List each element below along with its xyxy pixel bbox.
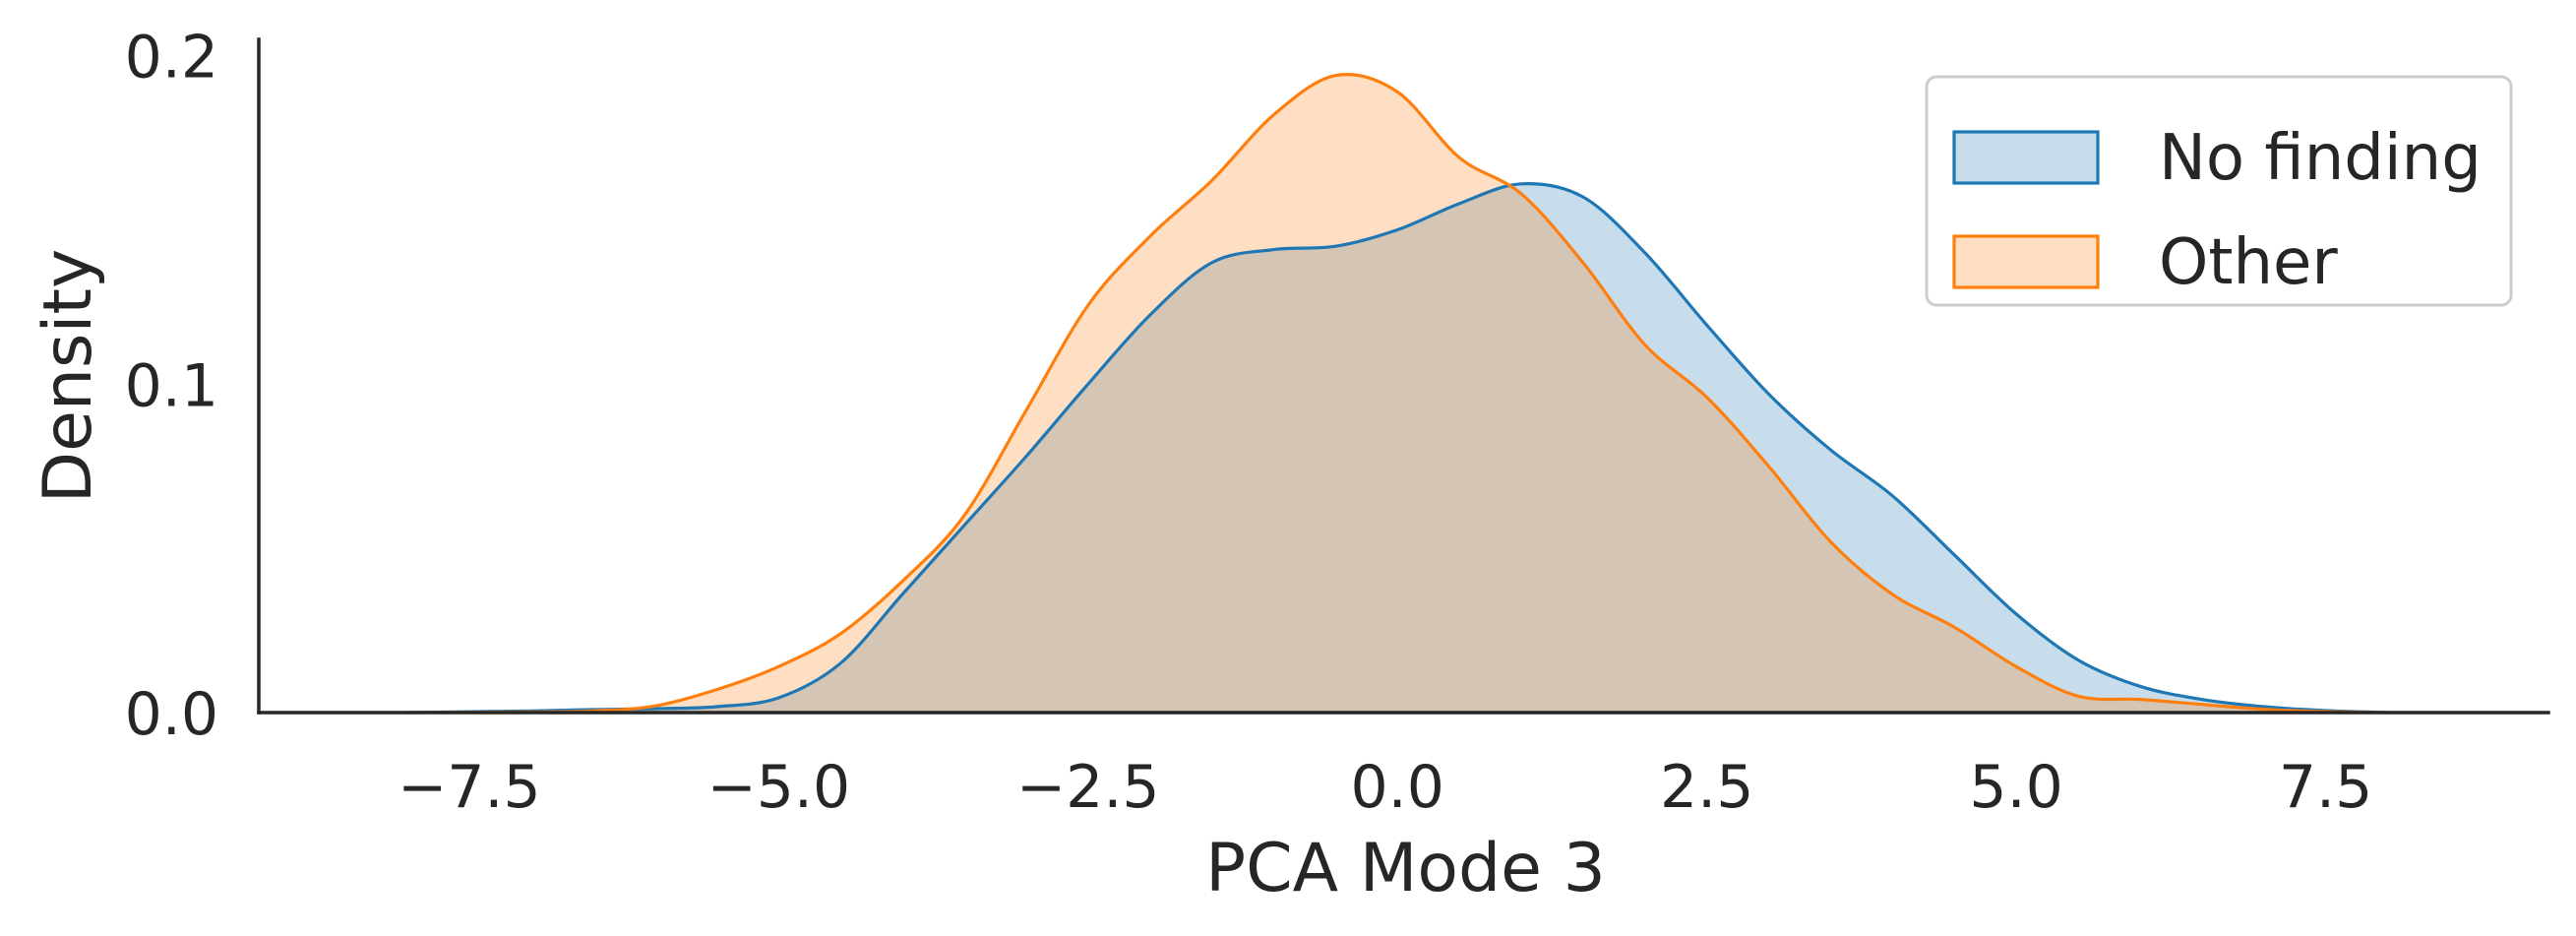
x-tick-label: 7.5 — [2279, 753, 2372, 822]
legend-frame — [1925, 75, 2513, 307]
y-tick-label: 0.0 — [125, 680, 218, 749]
y-tick-labels: 0.0 0.1 0.2 — [125, 24, 218, 749]
series-line-layer — [405, 73, 2390, 715]
series-line-no-finding — [405, 181, 2390, 715]
x-axis-label: PCA Mode 3 — [1205, 830, 1606, 907]
legend-label-other: Other — [2159, 226, 2338, 299]
legend: No finding Other — [1925, 75, 2513, 307]
x-tick-label: 2.5 — [1660, 753, 1753, 822]
x-tick-labels: −7.5 −5.0 −2.5 0.0 2.5 5.0 7.5 — [398, 753, 2372, 822]
series-fill-layer — [406, 74, 2388, 713]
series-line-other — [405, 73, 2390, 715]
y-tick-label: 0.2 — [125, 24, 218, 93]
y-tick-label: 0.1 — [125, 351, 218, 420]
x-tick-label: −2.5 — [1016, 753, 1160, 822]
series-area-other — [406, 74, 2388, 713]
x-tick-label: −7.5 — [398, 753, 541, 822]
x-tick-label: 0.0 — [1350, 753, 1443, 822]
y-axis-label: Density — [30, 249, 107, 504]
legend-label-no-finding: No finding — [2159, 122, 2482, 195]
legend-swatch-no-finding — [1952, 130, 2100, 185]
x-tick-label: 5.0 — [1969, 753, 2062, 822]
legend-swatch-other — [1952, 234, 2100, 289]
x-tick-label: −5.0 — [706, 753, 850, 822]
series-area-no-finding — [406, 183, 2388, 713]
